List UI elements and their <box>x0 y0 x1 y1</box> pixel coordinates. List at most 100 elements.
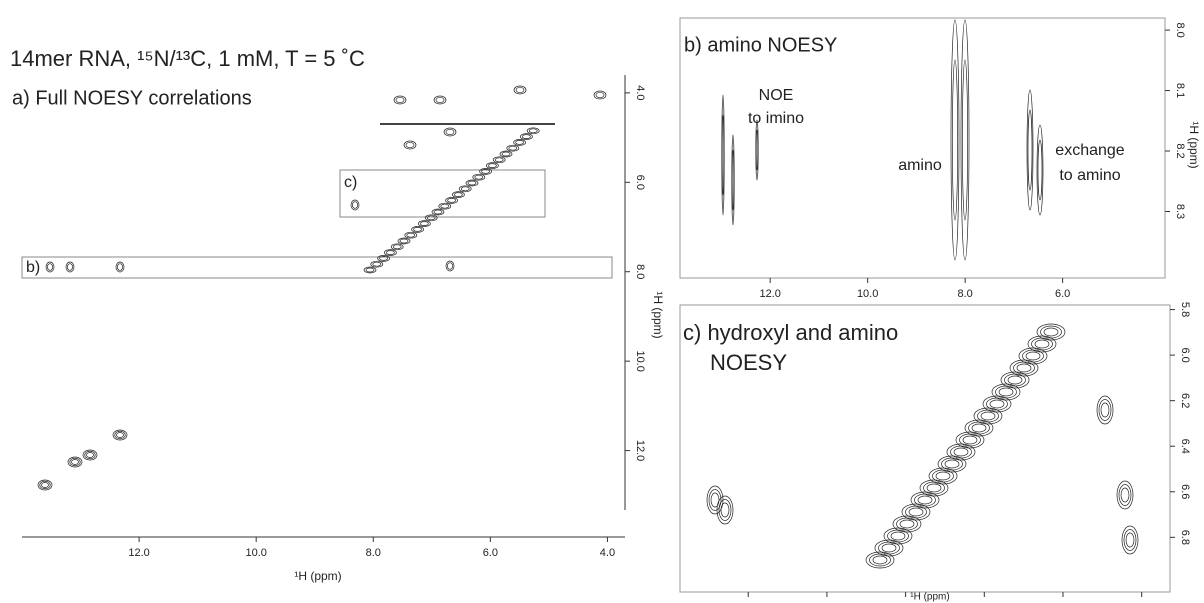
contour <box>960 19 970 261</box>
contour <box>438 202 452 210</box>
contour <box>112 429 128 441</box>
annotation: to imino <box>748 110 804 127</box>
y-tick-label: 8.0 <box>634 264 646 279</box>
contour <box>403 140 417 150</box>
contour <box>998 387 1014 397</box>
contour <box>1123 529 1137 551</box>
contour <box>488 163 497 168</box>
contour <box>951 59 959 221</box>
contour <box>890 531 906 541</box>
contour <box>481 169 490 174</box>
contour <box>69 457 81 467</box>
contour <box>406 232 416 238</box>
contour <box>397 237 411 245</box>
contour <box>363 266 377 274</box>
y-label: ¹H (ppm) <box>1187 121 1201 168</box>
x-tick-label: 8.0 <box>958 288 973 300</box>
contour <box>1026 89 1034 211</box>
contour <box>513 139 526 146</box>
contour <box>67 456 83 468</box>
x-tick-label: 8.0 <box>366 547 381 559</box>
contour <box>937 455 967 473</box>
x-tick-label: 5.5 <box>1134 602 1149 603</box>
annotation: exchange <box>1055 142 1124 159</box>
y-tick-label: 5.8 <box>1179 302 1191 317</box>
contour <box>1007 375 1023 385</box>
contour <box>377 255 390 262</box>
contour <box>424 214 438 222</box>
y-label: ¹H (ppm) <box>651 291 665 338</box>
contour <box>908 507 924 517</box>
contour <box>989 399 1005 409</box>
contour <box>1120 487 1130 503</box>
contour <box>114 430 126 440</box>
contour <box>431 208 445 216</box>
y-tick-label: 4.0 <box>634 85 646 100</box>
contour <box>946 443 976 461</box>
y-tick-label: 8.2 <box>1174 143 1186 158</box>
contour <box>708 489 722 511</box>
contour <box>433 209 443 215</box>
y-tick-label: 12.0 <box>634 440 646 461</box>
panel-b-title: b) amino NOESY <box>684 34 837 56</box>
contour <box>395 96 405 104</box>
region-label: c) <box>344 174 357 191</box>
annotation: to amino <box>1059 167 1120 184</box>
contour <box>718 499 732 521</box>
contour <box>499 150 513 158</box>
contour <box>899 519 915 529</box>
contour <box>982 395 1012 413</box>
contour <box>494 157 504 163</box>
contour <box>435 96 445 104</box>
annotation: NOE <box>759 87 794 104</box>
contour <box>82 449 98 461</box>
contour <box>46 263 54 271</box>
contour <box>372 261 382 267</box>
contour <box>452 191 465 198</box>
contour <box>980 411 996 421</box>
contour <box>520 133 533 140</box>
contour <box>1037 139 1043 201</box>
x-label: ¹H (ppm) <box>294 569 341 583</box>
contour <box>440 203 450 209</box>
contour <box>467 180 477 186</box>
contour <box>116 263 124 271</box>
contour <box>447 198 456 203</box>
contour <box>953 447 969 457</box>
contour <box>474 174 484 180</box>
contour <box>973 407 1003 425</box>
contour <box>1043 327 1059 337</box>
panel-frame <box>679 304 1171 593</box>
contour <box>1027 109 1033 191</box>
contour <box>41 482 49 488</box>
y-tick-label: 6.8 <box>1179 530 1191 545</box>
contour <box>865 551 895 569</box>
x-tick-label: 7.0 <box>898 602 913 603</box>
contour <box>1040 325 1062 339</box>
contour <box>950 19 960 261</box>
contour <box>446 262 454 270</box>
contour <box>1016 363 1032 373</box>
y-tick-label: 8.0 <box>1174 22 1186 37</box>
contour <box>350 199 360 211</box>
x-tick-label: 6.0 <box>1055 288 1070 300</box>
x-tick-label: 12.0 <box>128 547 149 559</box>
contour <box>1121 525 1139 555</box>
y-tick-label: 6.6 <box>1179 484 1191 499</box>
panel-c-title: c) hydroxyl and amino <box>683 320 898 345</box>
contour <box>411 226 424 233</box>
panel-c-title: NOESY <box>710 350 787 375</box>
contour <box>731 149 735 211</box>
contour <box>1034 339 1050 349</box>
contour <box>418 220 431 227</box>
x-label: ¹H (ppm) <box>910 592 949 603</box>
contour <box>460 186 470 192</box>
contour <box>1125 532 1135 548</box>
figure-title: 14mer RNA, ¹⁵N/¹³C, 1 mM, T = 5 ˚C <box>10 46 365 71</box>
contour <box>492 156 506 164</box>
contour <box>399 238 409 244</box>
contour <box>721 114 725 196</box>
contour <box>1036 124 1044 216</box>
contour <box>872 555 888 565</box>
contour <box>392 244 402 250</box>
